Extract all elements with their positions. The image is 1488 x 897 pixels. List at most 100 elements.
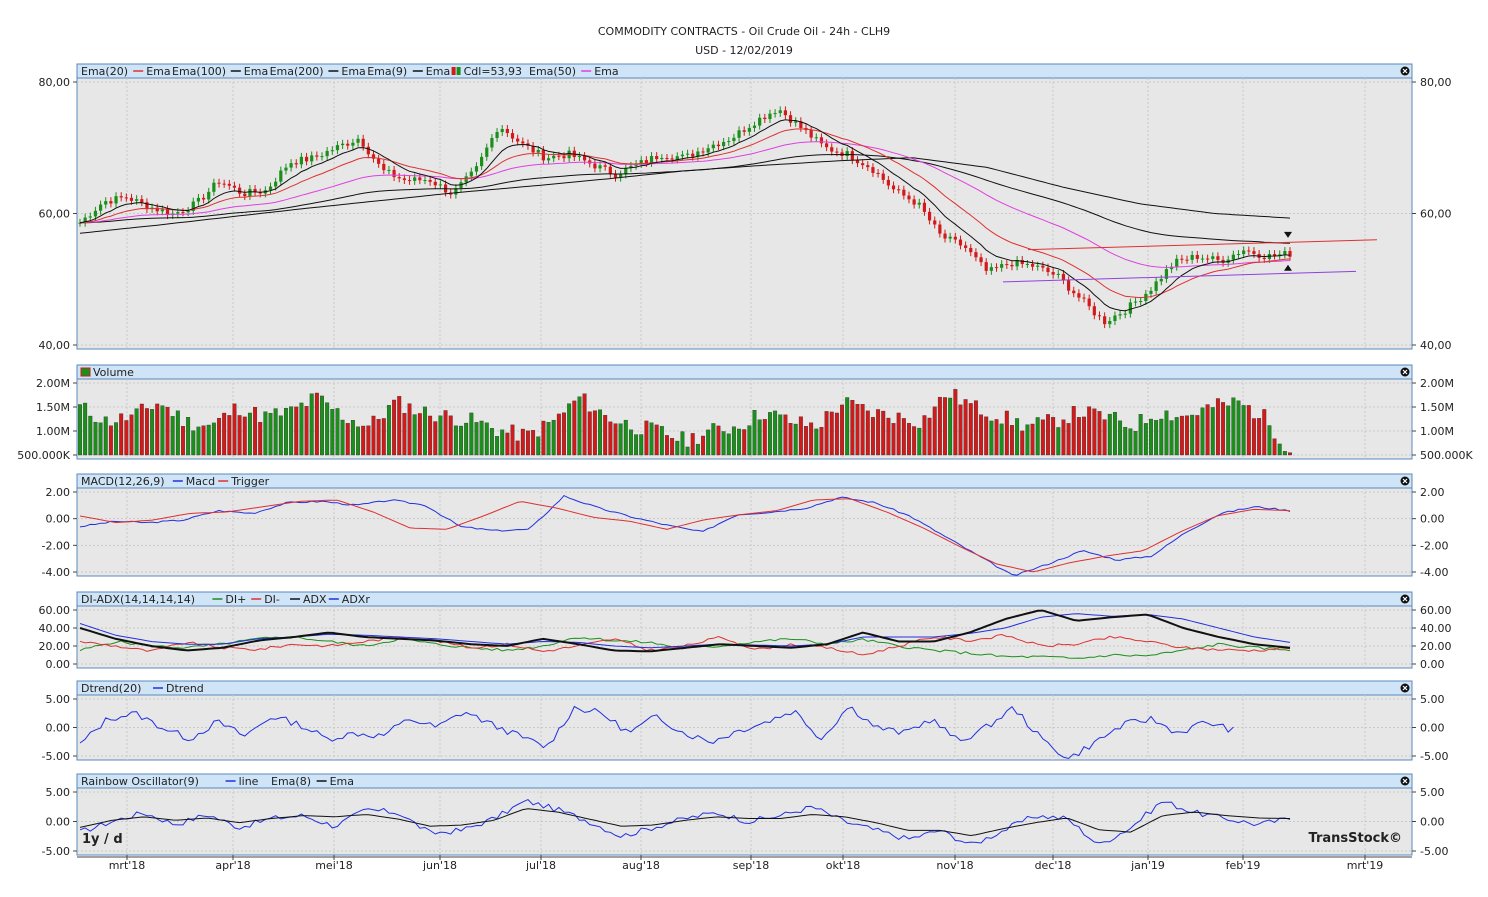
y-tick-label-right: 1.50M bbox=[1420, 401, 1454, 414]
volume-bar bbox=[618, 423, 623, 456]
volume-bar bbox=[510, 424, 515, 456]
legend-item: Cdl=53,93 bbox=[464, 65, 522, 78]
volume-bar bbox=[639, 434, 644, 456]
volume-bar bbox=[819, 427, 824, 456]
candle-down bbox=[1005, 264, 1009, 266]
y-tick-label-right: 1.00M bbox=[1420, 425, 1454, 438]
volume-bar bbox=[98, 422, 103, 456]
candle-down bbox=[1262, 257, 1266, 260]
volume-bar bbox=[294, 406, 299, 456]
candle-down bbox=[881, 173, 885, 180]
volume-bar bbox=[520, 428, 525, 456]
y-tick-label-right: 2.00 bbox=[1420, 486, 1445, 499]
volume-bar bbox=[309, 393, 314, 456]
volume-bar bbox=[1138, 414, 1143, 456]
candle-up bbox=[948, 236, 952, 239]
y-tick-label-right: 2.00M bbox=[1420, 377, 1454, 390]
down-arrow-icon bbox=[1284, 231, 1292, 238]
volume-bar bbox=[685, 446, 690, 456]
volume-bar bbox=[376, 419, 381, 456]
volume-bar bbox=[1210, 407, 1215, 456]
volume-bar bbox=[1262, 409, 1267, 456]
volume-bar bbox=[237, 415, 242, 456]
volume-bar bbox=[144, 408, 149, 456]
candle-down bbox=[603, 165, 607, 167]
volume-bar bbox=[78, 404, 82, 456]
volume-bar bbox=[1128, 428, 1133, 456]
volume-bar bbox=[175, 410, 180, 456]
y-tick-label-right: -4.00 bbox=[1420, 566, 1448, 579]
candle-down bbox=[866, 165, 870, 168]
candle-down bbox=[953, 236, 957, 240]
volume-bar bbox=[1246, 405, 1251, 456]
candle-down bbox=[876, 172, 880, 174]
up-arrow-icon bbox=[1284, 264, 1292, 271]
candle-down bbox=[891, 185, 896, 190]
candle-down bbox=[227, 183, 231, 186]
candle-up bbox=[773, 113, 777, 115]
volume-bar bbox=[1174, 417, 1179, 456]
candle-up bbox=[196, 197, 201, 202]
volume-bar bbox=[489, 428, 494, 456]
candle-up bbox=[320, 156, 324, 158]
candle-down bbox=[670, 158, 674, 160]
legend-item: DI- bbox=[264, 593, 280, 606]
x-tick-label: jan'19 bbox=[1130, 859, 1165, 872]
volume-bar bbox=[891, 423, 896, 456]
panel-price-header bbox=[76, 63, 1413, 79]
candle-down bbox=[897, 189, 901, 191]
candle-up bbox=[1000, 264, 1004, 268]
volume-bar bbox=[809, 422, 814, 456]
candle-down bbox=[1046, 267, 1050, 272]
candle-up bbox=[1200, 258, 1205, 260]
y-tick-label-right: 80,00 bbox=[1420, 76, 1452, 89]
candle-down bbox=[315, 155, 319, 157]
candle-up bbox=[248, 188, 252, 197]
candle-down bbox=[850, 151, 854, 161]
candle-down bbox=[644, 160, 648, 163]
legend-item: Ema(200) bbox=[270, 65, 324, 78]
candle-up bbox=[778, 110, 782, 114]
volume-bar bbox=[289, 406, 294, 456]
candle-up bbox=[1283, 251, 1287, 255]
candle-down bbox=[238, 187, 242, 194]
volume-bar bbox=[870, 417, 875, 456]
candle-up bbox=[454, 188, 458, 195]
volume-bar bbox=[448, 415, 453, 456]
volume-bar bbox=[1282, 451, 1287, 456]
candle-up bbox=[675, 156, 679, 160]
volume-bar bbox=[881, 410, 886, 456]
volume-bar bbox=[495, 436, 500, 456]
volume-bar bbox=[659, 426, 664, 456]
candle-down bbox=[377, 158, 381, 164]
volume-bar bbox=[423, 406, 427, 456]
volume-bar bbox=[1102, 419, 1107, 456]
candle-down bbox=[984, 262, 988, 271]
volume-bar bbox=[412, 414, 417, 456]
volume-bar bbox=[726, 433, 731, 456]
volume-bar bbox=[943, 397, 947, 456]
candle-up bbox=[619, 174, 623, 178]
panel-price: Ema(20) Ema Ema(100) Ema Ema(200) Ema Ema(9) Em… bbox=[39, 63, 1452, 352]
legend-item: Macd bbox=[186, 475, 215, 488]
volume-bar bbox=[798, 416, 803, 456]
volume-bar bbox=[217, 417, 221, 456]
volume-bar bbox=[850, 399, 855, 456]
candle-up bbox=[536, 149, 540, 153]
volume-bar bbox=[562, 412, 566, 456]
candle-up bbox=[680, 154, 685, 157]
volume-bar bbox=[793, 423, 798, 456]
candle-up bbox=[1242, 250, 1246, 255]
y-tick-label-left: 0.00 bbox=[46, 722, 71, 735]
volume-bar bbox=[546, 422, 551, 456]
volume-bar bbox=[834, 412, 839, 456]
volume-bar bbox=[386, 405, 391, 456]
candle-up bbox=[1139, 301, 1143, 303]
volume-bar bbox=[397, 396, 402, 456]
volume-bar bbox=[1143, 423, 1148, 456]
candle-up bbox=[289, 163, 293, 168]
volume-bar bbox=[634, 434, 639, 456]
volume-bar bbox=[428, 415, 433, 456]
volume-bar bbox=[721, 431, 726, 456]
volume-bar bbox=[155, 403, 160, 456]
